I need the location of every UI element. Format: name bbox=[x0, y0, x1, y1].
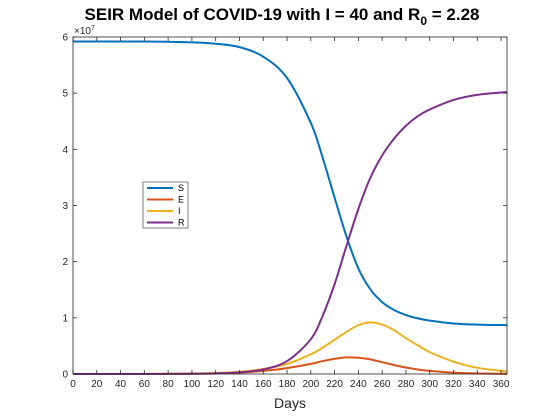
legend-box bbox=[142, 181, 189, 229]
x-tick-label: 0 bbox=[70, 379, 76, 390]
chart-title: SEIR Model of COVID-19 with I = 40 and R… bbox=[85, 5, 480, 28]
plot-background bbox=[73, 37, 507, 374]
x-tick-label: 140 bbox=[231, 379, 248, 390]
x-tick-label: 200 bbox=[302, 379, 319, 390]
y-tick-label: 0 bbox=[62, 370, 68, 381]
x-tick-label: 360 bbox=[493, 379, 510, 390]
y-tick-label: 5 bbox=[62, 89, 68, 100]
x-tick-label: 60 bbox=[139, 379, 151, 390]
y-tick-label: 4 bbox=[62, 145, 68, 156]
y-exponent-label: ×107 bbox=[74, 25, 95, 37]
y-exponent-base: ×10 bbox=[74, 26, 91, 37]
y-tick-label: 6 bbox=[62, 33, 68, 44]
x-tick-label: 240 bbox=[350, 379, 367, 390]
x-tick-label: 100 bbox=[184, 379, 201, 390]
y-exponent-power: 7 bbox=[91, 25, 95, 32]
x-tick-label: 300 bbox=[421, 379, 438, 390]
legend-label-e: E bbox=[178, 195, 184, 205]
x-tick-label: 160 bbox=[255, 379, 272, 390]
x-tick-label: 220 bbox=[326, 379, 343, 390]
chart-title-main: SEIR Model of COVID-19 with I = 40 and R bbox=[85, 5, 421, 24]
legend-label-r: R bbox=[178, 218, 185, 228]
y-axis: 0 1 2 3 4 5 6 bbox=[62, 33, 507, 381]
plot-area bbox=[72, 36, 508, 376]
x-axis: 0 20 40 60 80 100 120 140 160 180 200 220 240 260 280 3… bbox=[70, 37, 510, 390]
x-tick-label: 20 bbox=[91, 379, 103, 390]
x-tick-label: 340 bbox=[469, 379, 486, 390]
x-tick-label: 260 bbox=[374, 379, 391, 390]
x-tick-label: 280 bbox=[398, 379, 415, 390]
x-axis-label: Days bbox=[274, 395, 306, 411]
y-tick-label: 2 bbox=[62, 257, 68, 268]
x-tick-label: 320 bbox=[445, 379, 462, 390]
series-line-s bbox=[73, 40, 508, 327]
x-tick-label: 180 bbox=[279, 379, 296, 390]
x-tick-label: 40 bbox=[115, 379, 127, 390]
y-tick-label: 1 bbox=[62, 313, 68, 324]
x-tick-label: 120 bbox=[207, 379, 224, 390]
legend-label-i: I bbox=[178, 206, 181, 216]
chart-title-subscript: 0 bbox=[420, 14, 427, 28]
chart-title-suffix: = 2.28 bbox=[427, 5, 479, 24]
legend-label-s: S bbox=[178, 183, 184, 193]
legend: SEIR bbox=[142, 181, 189, 229]
x-tick-label: 80 bbox=[163, 379, 175, 390]
y-tick-label: 3 bbox=[62, 201, 68, 212]
